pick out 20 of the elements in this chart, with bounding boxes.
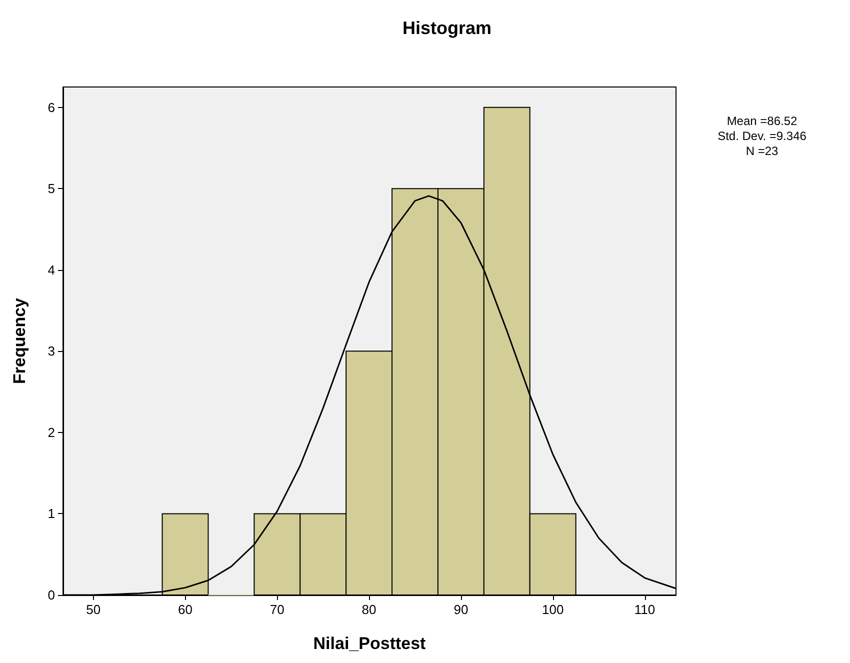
x-tick-label: 50 [86, 602, 101, 617]
y-tick-label: 0 [48, 588, 55, 602]
y-tick-label: 5 [48, 181, 55, 196]
y-axis-title: Frequency [10, 297, 29, 384]
y-tick-label: 4 [48, 262, 55, 278]
y-tick-label: 3 [48, 344, 55, 359]
text: Std. Dev. =9.346 [718, 129, 807, 143]
x-tick-label: 90 [454, 602, 468, 617]
x-axis-title: Nilai_Posttest [313, 634, 426, 653]
text: N =23 [746, 144, 778, 158]
x-tick-label: 80 [362, 602, 376, 617]
x-tick-label: 110 [634, 602, 656, 617]
text: Mean =86.52 [726, 114, 798, 128]
y-tick-label: 1 [48, 506, 55, 522]
x-tick-label: 100 [542, 602, 564, 617]
y-tick-label: 2 [48, 424, 55, 440]
x-tick-label: 70 [270, 602, 284, 617]
x-tick-label: 60 [178, 602, 192, 617]
chart-title: Histogram [402, 18, 492, 38]
y-tick-label: 6 [48, 100, 55, 115]
